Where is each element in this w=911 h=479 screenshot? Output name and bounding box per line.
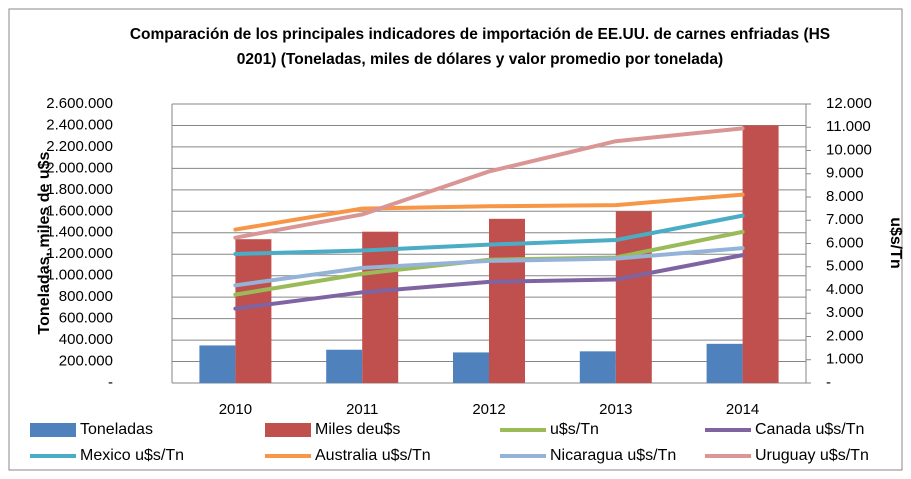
y2-tick-label: 8.000 xyxy=(826,188,864,205)
chart-title: Comparación de los principales indicador… xyxy=(129,26,831,68)
bar xyxy=(453,352,489,383)
y-tick-label: - xyxy=(108,374,113,391)
bar xyxy=(235,239,272,383)
legend-label: Miles deu$s xyxy=(315,421,400,438)
bar xyxy=(326,349,363,383)
y-tick-label: 2.400.000 xyxy=(46,116,113,133)
y-tick-label: 1.600.000 xyxy=(46,202,113,219)
legend-label: Toneladas xyxy=(80,421,153,438)
y2-tick-label: 6.000 xyxy=(826,234,864,251)
bar xyxy=(199,345,236,383)
y-tick-label: 200.000 xyxy=(59,353,113,370)
line-series xyxy=(233,213,745,256)
legend-label: Australia u$s/Tn xyxy=(315,447,431,464)
y2-tick-label: 3.000 xyxy=(826,304,864,321)
legend-label: Nicaragua u$s/Tn xyxy=(550,447,676,464)
y-tick-label: 1.400.000 xyxy=(46,224,113,241)
y-tick-label: 1.200.000 xyxy=(46,245,113,262)
bar xyxy=(706,343,743,383)
y2-tick-label: 11.000 xyxy=(826,118,871,135)
y-tick-label: 400.000 xyxy=(59,331,113,348)
y2-tick-label: 2.000 xyxy=(826,327,864,344)
y-axis-title: Toneladas, miles de u$s xyxy=(36,151,53,334)
x-tick-label: 2010 xyxy=(219,401,252,418)
bar xyxy=(742,125,779,383)
y-tick-label: 1.800.000 xyxy=(46,181,113,198)
line-series xyxy=(233,192,745,232)
legend-label: u$s/Tn xyxy=(550,421,599,438)
legend-label: Canada u$s/Tn xyxy=(755,421,864,438)
y2-tick-label: 9.000 xyxy=(826,165,864,182)
y2-tick-label: 4.000 xyxy=(826,281,864,298)
legend-label: Mexico u$s/Tn xyxy=(80,447,184,464)
line-series xyxy=(233,126,745,240)
x-tick-label: 2012 xyxy=(472,401,505,418)
y-tick-label: 2.600.000 xyxy=(46,95,113,112)
y-tick-label: 2.000.000 xyxy=(46,159,113,176)
y2-tick-label: 1.000 xyxy=(826,351,864,368)
x-tick-label: 2011 xyxy=(346,401,378,418)
y2-tick-label: 7.000 xyxy=(826,211,864,228)
line-series xyxy=(233,253,745,311)
legend-swatch xyxy=(30,423,76,437)
y2-tick-label: 12.000 xyxy=(826,95,872,112)
legend-swatch xyxy=(265,423,311,437)
y2-axis-title: u$s/Tn xyxy=(887,217,904,269)
x-tick-label: 2013 xyxy=(599,401,632,418)
y-tick-label: 2.200.000 xyxy=(46,138,113,155)
bar xyxy=(362,231,399,383)
y2-tick-label: 10.000 xyxy=(826,141,872,158)
legend-label: Uruguay u$s/Tn xyxy=(755,447,869,464)
y-tick-label: 600.000 xyxy=(59,310,113,327)
y2-tick-label: - xyxy=(826,374,831,391)
y2-tick-label: 5.000 xyxy=(826,258,864,275)
y-tick-label: 800.000 xyxy=(59,288,113,305)
x-tick-label: 2014 xyxy=(726,401,759,418)
line-series xyxy=(233,246,745,288)
bar xyxy=(579,351,616,383)
y-tick-label: 1.000.000 xyxy=(46,267,113,284)
